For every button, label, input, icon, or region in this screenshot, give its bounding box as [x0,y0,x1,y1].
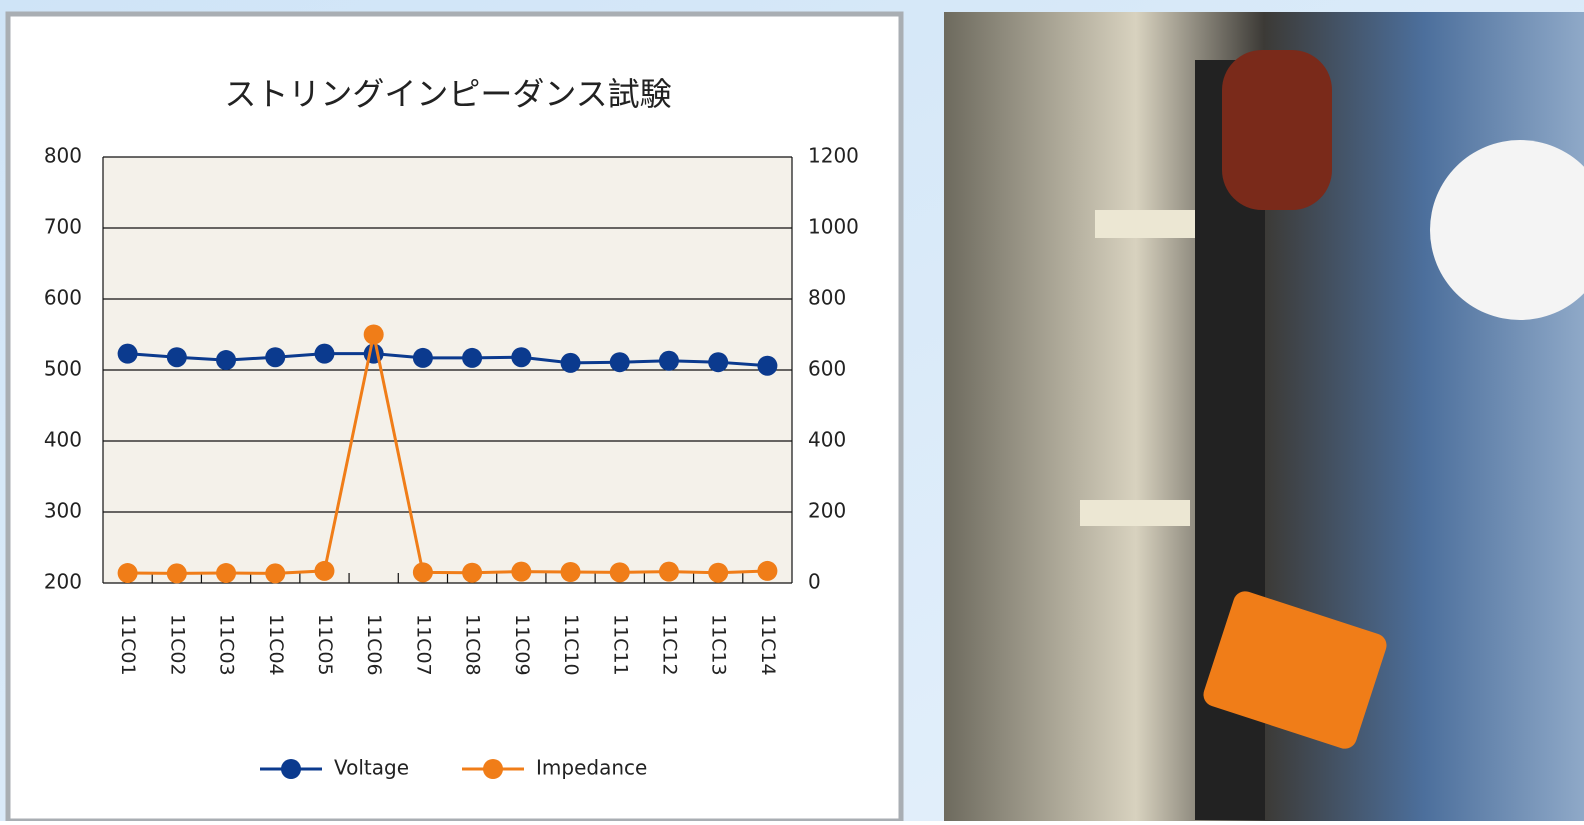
data-point [412,347,433,368]
photo-bracket [1080,500,1190,526]
legend-marker [483,759,503,779]
y2-tick-label: 600 [808,357,846,381]
y-tick-label: 300 [44,499,82,523]
y-tick-label: 400 [44,428,82,452]
data-point [314,343,335,364]
x-tick-label: 11C07 [412,614,434,676]
photo-bracket [1095,210,1205,238]
x-tick-label: 11C05 [314,614,336,676]
data-point [609,352,630,373]
photo-helmet [1430,140,1584,320]
data-point [363,343,384,364]
data-point [708,562,729,583]
x-tick-label: 11C13 [708,614,730,676]
data-point [265,563,286,584]
y-tick-label: 200 [44,570,82,594]
data-point [117,343,138,364]
data-point [511,561,532,582]
legend-label: Voltage [334,756,409,780]
y2-tick-label: 1000 [808,215,859,239]
x-tick-label: 11C12 [658,614,680,676]
x-tick-label: 11C11 [609,614,631,676]
x-tick-label: 11C10 [560,614,582,676]
data-point [216,563,237,584]
legend-label: Impedance [536,756,647,780]
legend-marker [281,759,301,779]
data-point [363,324,384,345]
y-tick-label: 700 [44,215,82,239]
x-tick-label: 11C02 [166,614,188,676]
y2-tick-label: 0 [808,570,821,594]
data-point [462,562,483,583]
data-point [166,563,187,584]
data-point [757,560,778,581]
data-point [560,352,581,373]
y-tick-label: 500 [44,357,82,381]
x-tick-label: 11C04 [265,614,287,676]
chart-title: ストリングインピーダンス試験 [224,75,671,113]
data-point [708,352,729,373]
data-point [757,355,778,376]
photo [944,12,1584,821]
y-tick-label: 800 [44,144,82,168]
data-point [560,561,581,582]
data-point [117,563,138,584]
data-point [658,350,679,371]
data-point [216,350,237,371]
data-point [265,347,286,368]
y2-tick-label: 200 [808,499,846,523]
y2-tick-label: 800 [808,286,846,310]
photo-meter [1203,591,1387,749]
y2-tick-label: 400 [808,428,846,452]
x-tick-label: 11C06 [363,614,385,676]
y2-tick-label: 1200 [808,144,859,168]
data-point [511,347,532,368]
data-point [609,562,630,583]
x-tick-label: 11C01 [117,614,139,676]
x-tick-label: 11C08 [462,614,484,676]
data-point [412,562,433,583]
x-tick-label: 11C14 [757,614,779,676]
data-point [658,561,679,582]
data-point [314,560,335,581]
x-tick-label: 11C03 [216,614,238,676]
photo-glove [1222,50,1332,210]
data-point [166,347,187,368]
y-tick-label: 600 [44,286,82,310]
data-point [462,347,483,368]
x-tick-label: 11C09 [511,614,533,676]
